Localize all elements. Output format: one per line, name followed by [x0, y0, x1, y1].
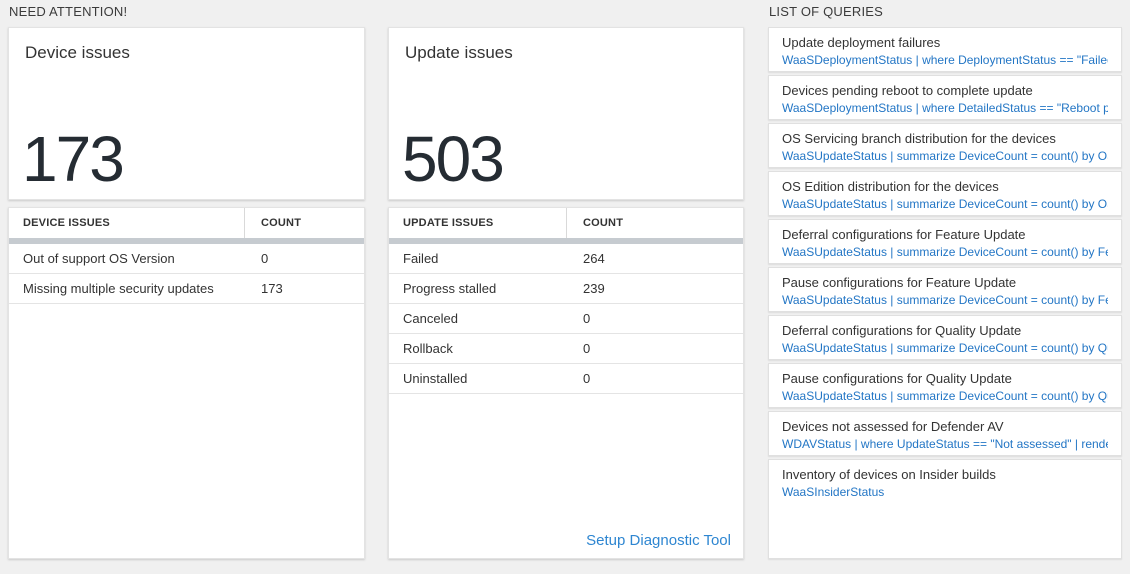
query-title: Pause configurations for Feature Update: [782, 275, 1017, 290]
table-header-bar: [9, 238, 364, 244]
update-issues-title: Update issues: [405, 43, 513, 62]
issue-count: 264: [583, 251, 605, 266]
issue-count: 173: [261, 281, 283, 296]
count-column-header: COUNT: [583, 217, 624, 229]
table-row[interactable]: Failed 264: [389, 244, 743, 274]
query-list-panel: Update deployment failures WaaSDeploymen…: [768, 27, 1122, 559]
query-title: Devices pending reboot to complete updat…: [782, 83, 1033, 98]
count-column-header: COUNT: [261, 217, 302, 229]
issue-count: 239: [583, 281, 605, 296]
query-text[interactable]: WaaSUpdateStatus | summarize DeviceCount…: [782, 148, 1108, 163]
query-title: OS Edition distribution for the devices: [782, 179, 999, 194]
query-title: OS Servicing branch distribution for the…: [782, 131, 1056, 146]
query-text[interactable]: WaaSDeploymentStatus | where DeploymentS…: [782, 52, 1108, 67]
query-item[interactable]: Update deployment failures WaaSDeploymen…: [768, 27, 1122, 72]
device-issues-column-header: DEVICE ISSUES: [9, 208, 245, 238]
issue-label: Failed: [403, 251, 439, 266]
query-text[interactable]: WaaSUpdateStatus | summarize DeviceCount…: [782, 196, 1108, 211]
query-text[interactable]: WaaSInsiderStatus: [782, 484, 885, 499]
query-title: Devices not assessed for Defender AV: [782, 419, 1004, 434]
query-item[interactable]: Pause configurations for Feature Update …: [768, 267, 1122, 312]
query-text[interactable]: WDAVStatus | where UpdateStatus == "Not …: [782, 436, 1108, 451]
table-header-bar: [389, 238, 743, 244]
query-item[interactable]: OS Servicing branch distribution for the…: [768, 123, 1122, 168]
table-row[interactable]: Out of support OS Version 0: [9, 244, 364, 274]
setup-diagnostic-tool-link[interactable]: Setup Diagnostic Tool: [586, 532, 731, 549]
device-issues-tile[interactable]: Device issues 173: [8, 27, 365, 200]
query-title: Inventory of devices on Insider builds: [782, 467, 996, 482]
issue-label: Uninstalled: [403, 371, 468, 386]
issue-count: 0: [583, 311, 591, 326]
query-text[interactable]: WaaSDeploymentStatus | where DetailedSta…: [782, 100, 1108, 115]
query-item[interactable]: Deferral configurations for Quality Upda…: [768, 315, 1122, 360]
query-item[interactable]: Devices pending reboot to complete updat…: [768, 75, 1122, 120]
query-text[interactable]: WaaSUpdateStatus | summarize DeviceCount…: [782, 292, 1108, 307]
device-issues-table: DEVICE ISSUES COUNT Out of support OS Ve…: [8, 207, 365, 559]
query-item[interactable]: Deferral configurations for Feature Upda…: [768, 219, 1122, 264]
query-item[interactable]: OS Edition distribution for the devices …: [768, 171, 1122, 216]
issue-label: Out of support OS Version: [23, 251, 175, 266]
query-title: Deferral configurations for Quality Upda…: [782, 323, 1022, 338]
query-text[interactable]: WaaSUpdateStatus | summarize DeviceCount…: [782, 340, 1108, 355]
update-issues-tile[interactable]: Update issues 503: [388, 27, 744, 200]
update-issues-column-header: UPDATE ISSUES: [389, 208, 567, 238]
query-item[interactable]: Inventory of devices on Insider builds W…: [768, 459, 1122, 559]
query-title: Update deployment failures: [782, 35, 941, 50]
issue-count: 0: [261, 251, 269, 266]
table-row[interactable]: Missing multiple security updates 173: [9, 274, 364, 304]
table-row[interactable]: Rollback 0: [389, 334, 743, 364]
table-row[interactable]: Progress stalled 239: [389, 274, 743, 304]
issue-label: Rollback: [403, 341, 453, 356]
query-item[interactable]: Pause configurations for Quality Update …: [768, 363, 1122, 408]
table-row[interactable]: Uninstalled 0: [389, 364, 743, 394]
need-attention-section-label: NEED ATTENTION!: [9, 4, 128, 19]
issue-count: 0: [583, 371, 591, 386]
issue-label: Canceled: [403, 311, 458, 326]
update-table-header-row: UPDATE ISSUES COUNT: [389, 208, 743, 238]
query-text[interactable]: WaaSUpdateStatus | summarize DeviceCount…: [782, 244, 1108, 259]
update-issues-table: UPDATE ISSUES COUNT Failed 264 Progress …: [388, 207, 744, 559]
issue-count: 0: [583, 341, 591, 356]
device-table-header-row: DEVICE ISSUES COUNT: [9, 208, 364, 238]
list-of-queries-section-label: LIST OF QUERIES: [769, 4, 884, 19]
query-title: Pause configurations for Quality Update: [782, 371, 1012, 386]
query-text[interactable]: WaaSUpdateStatus | summarize DeviceCount…: [782, 388, 1108, 403]
device-issues-total: 173: [22, 123, 125, 195]
update-issues-total: 503: [402, 123, 505, 195]
issue-label: Missing multiple security updates: [23, 281, 214, 296]
issue-label: Progress stalled: [403, 281, 497, 296]
query-item[interactable]: Devices not assessed for Defender AV WDA…: [768, 411, 1122, 456]
device-issues-title: Device issues: [25, 43, 130, 62]
table-row[interactable]: Canceled 0: [389, 304, 743, 334]
query-title: Deferral configurations for Feature Upda…: [782, 227, 1026, 242]
